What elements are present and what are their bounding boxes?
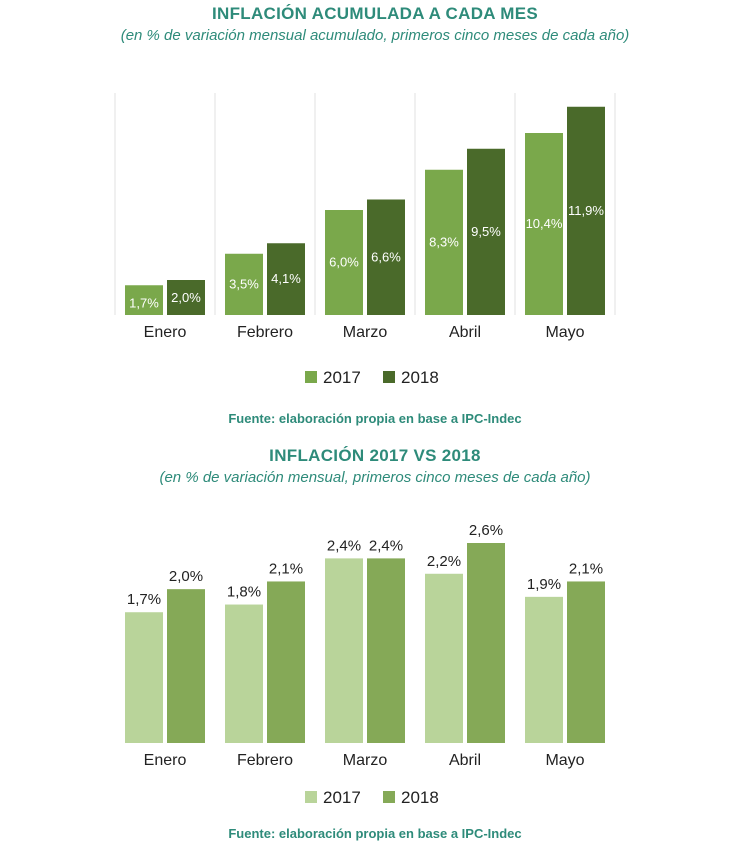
bar-2017-enero (125, 612, 163, 743)
legend-label-2017: 2017 (323, 788, 361, 807)
data-label: 1,8% (227, 584, 261, 601)
bar-2017-mayo (525, 133, 563, 315)
data-label: 2,1% (569, 560, 603, 577)
chart2-subtitle: (en % de variación mensual, primeros cin… (159, 469, 591, 486)
category-label: Mayo (545, 752, 584, 769)
legend-swatch-2018 (383, 791, 395, 803)
bar-2018-enero (167, 589, 205, 743)
data-label: 2,4% (369, 537, 403, 554)
category-label: Marzo (343, 324, 388, 341)
bar-2017-abril (425, 169, 463, 315)
data-label: 1,7% (129, 295, 159, 310)
legend-label-2018: 2018 (401, 368, 439, 387)
data-label: 2,0% (171, 290, 201, 305)
chart1-title: INFLACIÓN ACUMULADA A CADA MES (212, 4, 538, 23)
bar-2018-abril (467, 148, 505, 315)
chart2-title: INFLACIÓN 2017 VS 2018 (269, 446, 481, 465)
data-label: 2,2% (427, 553, 461, 570)
bar-2017-enero (125, 285, 163, 315)
legend-label-2018: 2018 (401, 788, 439, 807)
data-label: 2,0% (169, 568, 203, 585)
data-label: 8,3% (429, 234, 459, 249)
legend-label-2017: 2017 (323, 368, 361, 387)
chart2-plot: 1,7% 2,0% Enero 1,8% 2,1% Febrero 2,4% 2,4% Marz… (125, 522, 605, 807)
bar-2018-marzo (367, 199, 405, 315)
bar-2018-marzo (367, 558, 405, 743)
bar-2018-febrero (267, 581, 305, 743)
legend-swatch-2017 (305, 791, 317, 803)
data-label: 6,0% (329, 255, 359, 270)
legend-swatch-2017 (305, 371, 317, 383)
bar-2017-abril (425, 573, 463, 743)
chart1-subtitle: (en % de variación mensual acumulado, pr… (120, 27, 630, 44)
bar-2017-febrero (225, 253, 263, 315)
data-label: 1,7% (127, 591, 161, 608)
data-label: 4,1% (271, 271, 301, 286)
bar-2018-enero (167, 280, 205, 315)
data-label: 3,5% (229, 276, 259, 291)
category-label: Febrero (237, 324, 293, 341)
bar-2018-mayo (567, 106, 605, 315)
bar-2017-marzo (325, 210, 363, 315)
bar-2018-mayo (567, 581, 605, 743)
bar-2017-mayo (525, 596, 563, 743)
category-label: Mayo (545, 324, 584, 341)
chart1-plot: 1,7% 2,0% Enero 3,5% 4,1% Febrero 6,0% 6,6% Marz… (114, 93, 616, 387)
category-label: Enero (144, 752, 187, 769)
legend-swatch-2018 (383, 371, 395, 383)
bar-2018-febrero (267, 243, 305, 315)
bar-2017-marzo (325, 558, 363, 743)
category-label: Abril (449, 324, 481, 341)
category-label: Abril (449, 752, 481, 769)
data-label: 2,1% (269, 560, 303, 577)
bar-2018-abril (467, 543, 505, 743)
data-label: 9,5% (471, 224, 501, 239)
data-label: 10,4% (526, 216, 563, 231)
category-label: Marzo (343, 752, 388, 769)
data-label: 1,9% (527, 576, 561, 593)
category-label: Enero (144, 324, 187, 341)
chart1-source: Fuente: elaboración propia en base a IPC… (228, 411, 522, 426)
data-label: 6,6% (371, 249, 401, 264)
data-label: 2,4% (327, 537, 361, 554)
data-label: 11,9% (568, 203, 604, 218)
chart2-source: Fuente: elaboración propia en base a IPC… (228, 826, 522, 841)
bar-2017-febrero (225, 604, 263, 743)
data-label: 2,6% (469, 522, 503, 539)
category-label: Febrero (237, 752, 293, 769)
